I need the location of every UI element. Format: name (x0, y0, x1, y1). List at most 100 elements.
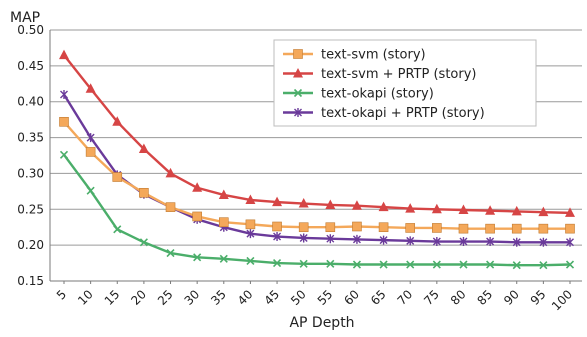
data-point (459, 260, 468, 269)
data-point (112, 116, 123, 126)
data-point (138, 143, 149, 154)
legend-entry: text-okapi + PRTP (story) (283, 106, 485, 121)
y-tick-label: 0.20 (17, 238, 44, 252)
data-point (139, 238, 148, 247)
y-tick-label: 0.15 (17, 274, 44, 288)
data-point (405, 223, 416, 233)
data-point (538, 206, 549, 217)
data-point (293, 49, 303, 59)
data-point (486, 237, 495, 247)
data-point (192, 211, 202, 222)
data-point (352, 234, 361, 244)
data-point (293, 88, 303, 98)
data-point (59, 116, 69, 127)
data-point (379, 235, 388, 245)
legend-entry: text-okapi (story) (283, 87, 434, 102)
x-tick-label: 10 (75, 287, 96, 308)
series-line (63, 54, 571, 215)
data-point (458, 204, 469, 215)
data-point (86, 186, 95, 195)
data-point (218, 217, 229, 227)
data-point (431, 203, 442, 214)
series-line (63, 154, 571, 267)
y-tick-label: 0.30 (17, 166, 44, 180)
data-point (293, 68, 303, 78)
x-tick-label: 60 (341, 287, 362, 308)
y-axis-title: MAP (10, 10, 40, 26)
data-point (378, 222, 389, 233)
x-tick-label: 75 (421, 287, 442, 308)
data-point (86, 133, 95, 143)
data-point (565, 207, 575, 217)
data-point (165, 202, 176, 212)
data-point (246, 229, 255, 239)
legend-entry: text-svm (story) (283, 48, 426, 63)
data-point (299, 259, 308, 268)
data-point (485, 205, 496, 215)
data-point (193, 253, 202, 262)
data-point (112, 172, 123, 182)
x-tick-label: 80 (448, 287, 469, 308)
x-tick-label: 25 (155, 287, 176, 308)
series-text-okapi-story (59, 150, 575, 270)
x-tick-label: 70 (395, 287, 416, 308)
data-point (298, 198, 309, 208)
data-point (485, 223, 495, 234)
data-point (351, 200, 362, 210)
x-tick-label: 55 (315, 287, 336, 308)
data-point (59, 49, 69, 60)
data-point (219, 254, 228, 263)
data-point (218, 189, 229, 199)
data-point (246, 256, 255, 265)
data-point (539, 261, 548, 270)
data-point (458, 223, 469, 234)
data-point (565, 260, 575, 269)
data-point (272, 221, 282, 232)
data-point (273, 232, 282, 242)
y-tick-label: 0.35 (17, 131, 44, 145)
axes (49, 30, 582, 282)
data-point (538, 223, 549, 234)
data-point (512, 261, 521, 270)
x-tick-label: 5 (54, 287, 69, 302)
data-point (352, 260, 362, 269)
data-point (459, 237, 468, 247)
x-tick-label: 40 (235, 287, 256, 308)
data-point (511, 205, 522, 216)
data-point (165, 167, 176, 178)
y-tick-labels: 0.15 0.20 0.25 0.30 0.35 0.40 0.45 0.50 (17, 23, 44, 288)
data-point (326, 234, 335, 244)
x-tick-label: 95 (528, 287, 549, 308)
data-point (432, 237, 441, 247)
x-tick-label: 15 (102, 287, 123, 308)
data-point (294, 108, 302, 117)
series-text-svm-story (59, 116, 575, 234)
data-point (539, 237, 548, 247)
data-point (59, 150, 69, 159)
series-text-svm-prtp-story (59, 49, 575, 217)
data-point (405, 203, 416, 213)
legend-entry: text-svm + PRTP (story) (283, 67, 476, 82)
legend-label: text-okapi + PRTP (story) (321, 106, 485, 121)
x-tick-label: 50 (288, 287, 309, 308)
x-tick-label: 100 (549, 287, 575, 313)
legend-label: text-okapi (story) (321, 87, 434, 102)
x-tick-label: 30 (182, 287, 203, 308)
x-axis-title: AP Depth (289, 315, 354, 331)
y-tick-label: 0.40 (17, 95, 44, 109)
data-point (432, 223, 442, 233)
data-point (565, 223, 575, 234)
data-point (406, 236, 415, 246)
data-point (512, 237, 521, 247)
data-point (85, 147, 96, 157)
y-tick-label: 0.50 (17, 23, 44, 37)
data-point (326, 259, 335, 268)
x-tick-labels: 5 10 15 20 25 30 35 40 45 50 55 60 65 70 75 80 85 90 95 100 (54, 281, 575, 313)
data-point (85, 83, 96, 93)
data-point (272, 259, 282, 268)
data-point (166, 248, 175, 258)
data-point (511, 223, 522, 234)
legend-label: text-svm + PRTP (story) (321, 67, 476, 82)
